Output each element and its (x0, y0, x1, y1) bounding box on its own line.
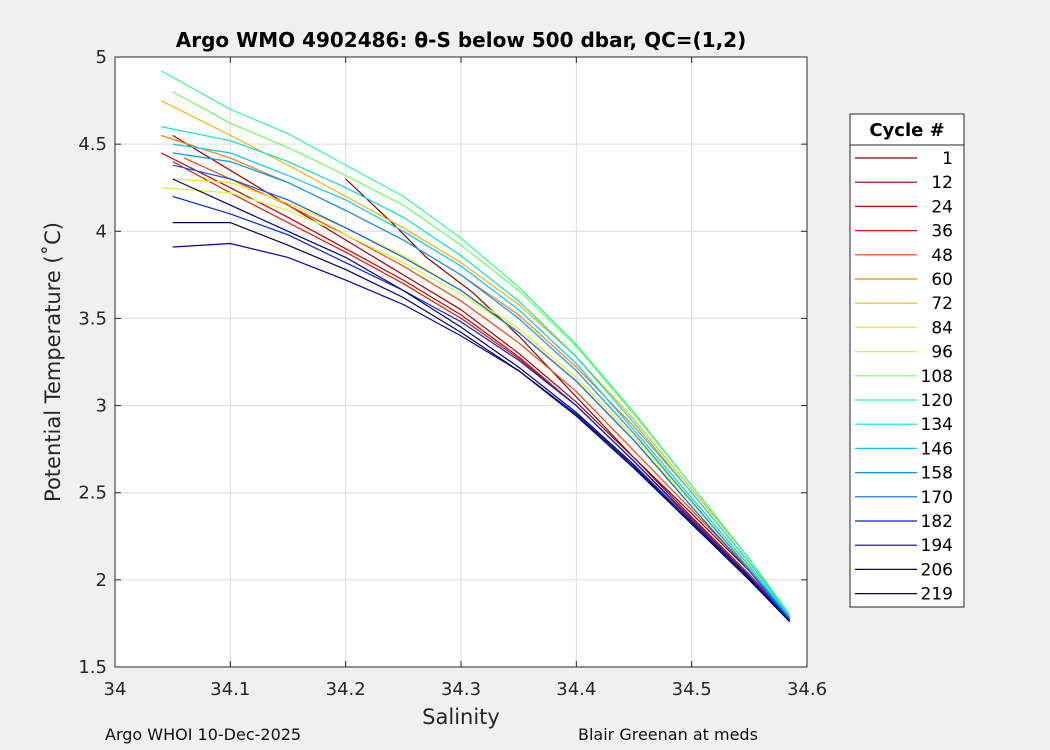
series-line-cycle-219 (172, 222, 791, 623)
x-tick-label: 34.6 (787, 679, 827, 700)
legend-label-146: 146 (921, 439, 953, 459)
x-axis-label: Salinity (422, 705, 500, 729)
chart-title: Argo WMO 4902486: θ-S below 500 dbar, QC… (176, 28, 746, 52)
y-tick-label: 5 (96, 47, 107, 68)
legend-label-60: 60 (931, 270, 953, 290)
legend-title: Cycle # (869, 120, 944, 141)
y-tick-label: 4 (96, 221, 107, 242)
series-line-cycle-120 (160, 70, 791, 616)
legend-label-219: 219 (921, 585, 953, 605)
legend-label-134: 134 (921, 415, 953, 435)
legend-label-84: 84 (931, 318, 953, 338)
legend-label-48: 48 (931, 246, 953, 266)
x-tick-label: 34.2 (326, 679, 366, 700)
x-tick-label: 34.1 (210, 679, 250, 700)
legend-label-24: 24 (931, 197, 953, 217)
series-line-cycle-96 (161, 187, 791, 619)
series-line-cycle-158 (172, 152, 791, 619)
legend: Cycle # 1 12 24 36 48 60 72 84 96 108 120 134 146 158… (849, 113, 965, 608)
series-line-cycle-72 (160, 100, 791, 616)
y-axis-label: Potential Temperature (˚C) (41, 222, 65, 502)
legend-label-194: 194 (921, 536, 953, 556)
legend-label-36: 36 (931, 222, 953, 242)
y-ticks-layer: 1.5 2 2.5 3 3.5 4 4.5 5 (78, 47, 807, 678)
legend-box (849, 113, 965, 608)
series-line-cycle-36 (172, 161, 791, 619)
y-tick-label: 4.5 (78, 134, 107, 155)
legend-label-206: 206 (921, 560, 953, 580)
legend-label-170: 170 (921, 488, 953, 508)
legend-label-96: 96 (931, 343, 953, 363)
x-tick-label: 34.3 (441, 679, 481, 700)
series-line-cycle-170 (172, 164, 791, 621)
footer-source: Argo WHOI 10-Dec-2025 (105, 725, 302, 744)
grid-layer (115, 57, 807, 667)
series-line-cycle-134 (160, 126, 791, 617)
legend-entries: 1 12 24 36 48 60 72 84 96 108 120 134 146 158 170 182 19… (855, 149, 953, 605)
series-line-cycle-146 (172, 143, 791, 619)
series-line-cycle-206 (172, 178, 791, 623)
x-tick-label: 34.5 (672, 679, 712, 700)
legend-label-1: 1 (942, 149, 953, 169)
y-tick-label: 1.5 (78, 657, 107, 678)
series-line-cycle-182 (172, 195, 791, 621)
y-tick-label: 2.5 (78, 483, 107, 504)
y-tick-label: 3 (96, 396, 107, 417)
y-tick-label: 2 (96, 570, 107, 591)
legend-label-158: 158 (921, 464, 953, 484)
footer-author: Blair Greenan at meds (578, 725, 758, 744)
series-line-cycle-48 (183, 157, 791, 617)
legend-label-120: 120 (921, 391, 953, 411)
y-tick-label: 3.5 (78, 308, 107, 329)
legend-label-108: 108 (921, 367, 953, 387)
x-tick-label: 34 (104, 679, 127, 700)
x-tick-label: 34.4 (556, 679, 596, 700)
legend-label-72: 72 (931, 294, 953, 314)
x-ticks-layer: 34 34.1 34.2 34.3 34.4 34.5 34.6 (104, 57, 827, 700)
legend-label-182: 182 (921, 512, 953, 532)
legend-label-12: 12 (931, 173, 953, 193)
series-line-cycle-1 (345, 178, 791, 621)
series-layer (160, 70, 791, 623)
